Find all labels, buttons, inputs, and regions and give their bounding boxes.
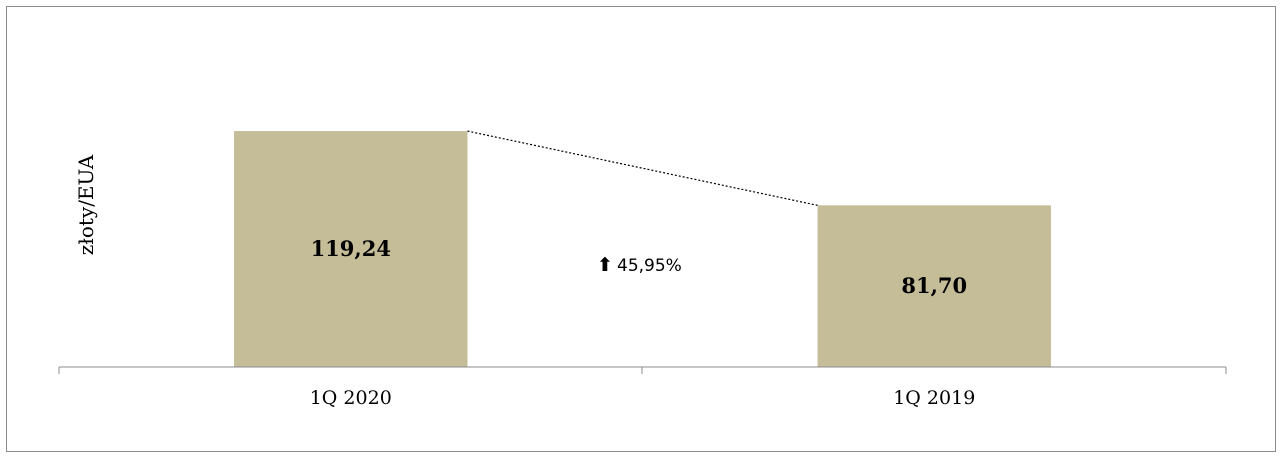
bar-1	[234, 131, 468, 367]
y-axis-label: złoty/EUA	[74, 154, 98, 255]
up-arrow-icon: ⬆	[597, 254, 613, 276]
change-indicator: ⬆ 45,95%	[597, 254, 682, 276]
x-tick-label: 1Q 2019	[893, 387, 975, 409]
chart-frame	[6, 6, 1276, 452]
data-label: 119,24	[311, 236, 391, 261]
data-label: 81,70	[901, 273, 967, 298]
bar-2	[817, 205, 1051, 367]
x-tick-label: 1Q 2020	[310, 387, 392, 409]
connector-line	[467, 130, 818, 206]
change-label: 45,95%	[617, 256, 682, 276]
